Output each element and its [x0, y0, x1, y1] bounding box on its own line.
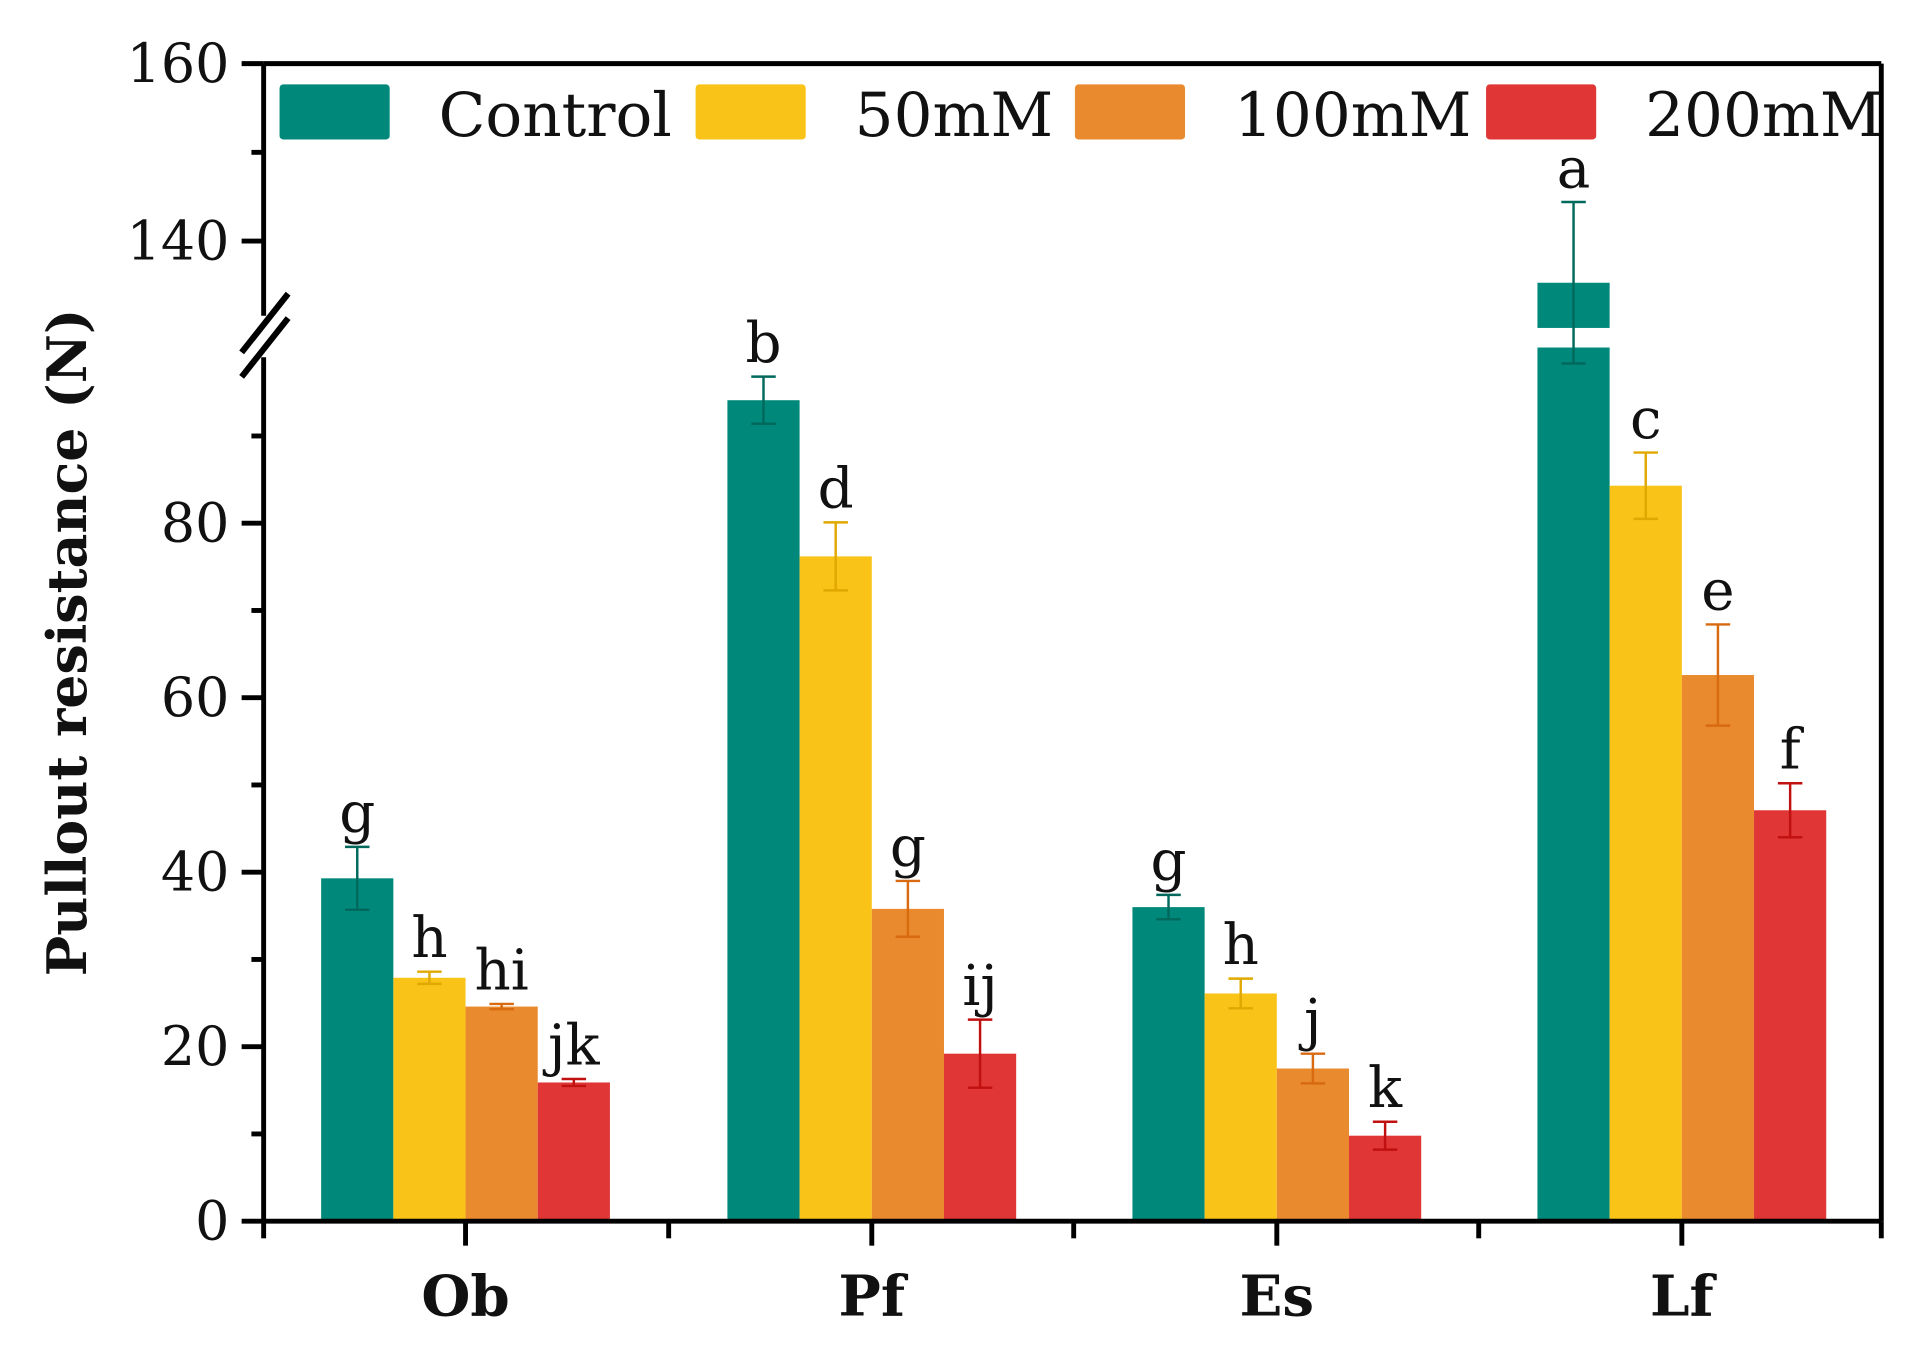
x-tick-label: Ob [421, 1263, 509, 1329]
x-tick-label: Pf [839, 1263, 909, 1329]
bar [1681, 675, 1755, 1222]
bar [321, 878, 394, 1222]
legend: Control 50mM 100mM 200mM [279, 80, 1883, 151]
axis-break-mark [239, 316, 291, 379]
y-tick-label: 80 [161, 492, 230, 555]
legend-swatch [695, 84, 806, 140]
y-tick-label: 40 [161, 841, 230, 904]
significance-label: d [818, 457, 854, 522]
bar [1276, 1068, 1350, 1222]
legend-swatch [1486, 84, 1597, 140]
axes: 0 20 40 60 80 140 160 Ob Pf Es Lf [127, 32, 1884, 1329]
significance-label: k [1368, 1056, 1403, 1121]
significance-label: e [1701, 559, 1734, 624]
significance-label: f [1780, 718, 1805, 783]
x-tick-label: Es [1240, 1263, 1315, 1329]
y-tick-label: 60 [161, 666, 230, 729]
legend-swatch [279, 84, 390, 140]
legend-swatch [1074, 84, 1186, 140]
bar [727, 400, 800, 1222]
significance-label: ij [962, 954, 997, 1019]
significance-label: h [1223, 913, 1259, 978]
significance-label: jk [542, 1013, 600, 1078]
bar [1754, 810, 1827, 1222]
bars: g b g a h d h c hi g j e jk ij k f [321, 136, 1827, 1222]
bar [871, 908, 944, 1222]
bar [1609, 485, 1682, 1222]
bar [537, 1082, 610, 1222]
y-tick-label: 140 [127, 209, 230, 272]
y-tick-label: 160 [127, 32, 230, 95]
bar [1204, 993, 1277, 1222]
legend-label: 50mM [855, 80, 1053, 151]
significance-label: j [1298, 988, 1321, 1053]
axis-break-mark [239, 291, 291, 355]
legend-label: 100mM [1234, 80, 1471, 151]
legend-label: 200mM [1645, 80, 1882, 151]
y-axis-label: Pullout resistance (N) [35, 309, 99, 977]
significance-label: g [890, 815, 926, 880]
significance-label: hi [475, 938, 529, 1003]
y-tick-label: 20 [161, 1015, 230, 1078]
bar [393, 977, 466, 1222]
significance-label: g [339, 781, 375, 846]
significance-label: h [411, 906, 447, 971]
bar [1537, 347, 1610, 1222]
significance-label: b [745, 311, 781, 376]
bar [465, 1006, 538, 1222]
legend-label: Control [439, 80, 672, 151]
y-tick-label: 0 [195, 1190, 229, 1253]
x-tick-label: Lf [1650, 1263, 1718, 1329]
significance-label: a [1557, 136, 1591, 201]
significance-label: g [1151, 829, 1187, 894]
bar [1132, 907, 1205, 1222]
bar [799, 556, 872, 1222]
significance-label: c [1630, 387, 1662, 452]
